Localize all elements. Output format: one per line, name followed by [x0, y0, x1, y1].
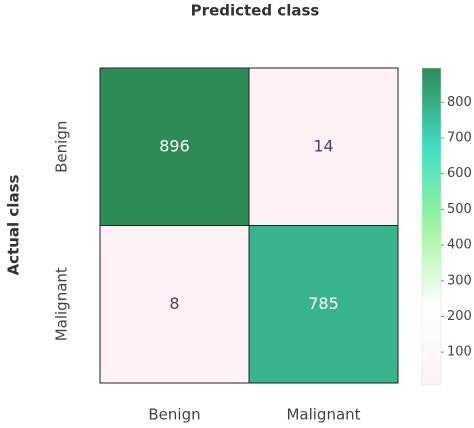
colorbar-tick-label: 400	[447, 238, 472, 253]
colorbar-tick-label: 500	[447, 202, 472, 217]
colorbar-tick-label: 100	[447, 345, 472, 360]
x-tick-label: Malignant	[286, 406, 360, 424]
colorbar-tick-label: 600	[447, 166, 472, 181]
cell-value: 14	[313, 136, 333, 155]
heatmap-cell	[99, 225, 250, 384]
colorbar-tick-label: 200	[447, 309, 472, 324]
y-tick-label: Benign	[53, 121, 71, 173]
x-tick-label: Benign	[148, 406, 200, 424]
cell-value: 896	[159, 136, 190, 155]
cell-value: 785	[308, 294, 339, 313]
heatmap-cell	[248, 225, 399, 384]
y-tick-label: Malignant	[53, 267, 71, 341]
cell-value: 8	[169, 294, 179, 313]
y-axis-label: Actual class	[5, 175, 23, 276]
colorbar-tick-label: 300	[447, 273, 472, 288]
heatmap-cell	[99, 67, 250, 226]
chart-title: Predicted class	[191, 2, 320, 20]
heatmap-cell	[248, 67, 399, 226]
colorbar-tick-label: 700	[447, 130, 472, 145]
colorbar	[421, 67, 442, 386]
colorbar-tick-label: 800	[447, 95, 472, 110]
